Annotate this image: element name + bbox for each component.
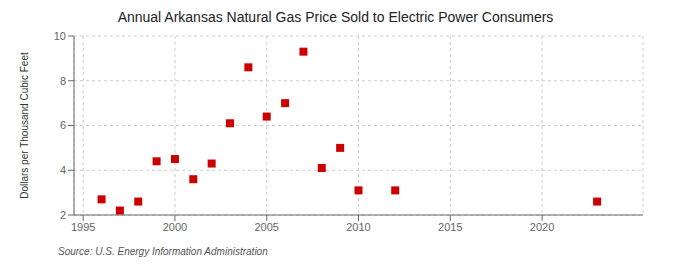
svg-text:2005: 2005 [254,221,278,233]
svg-text:Dollars per Thousand Cubic Fee: Dollars per Thousand Cubic Feet [19,52,30,199]
svg-text:2020: 2020 [530,221,554,233]
svg-text:2015: 2015 [438,221,462,233]
svg-text:10: 10 [54,30,66,42]
svg-text:2000: 2000 [163,221,187,233]
svg-text:4: 4 [60,164,66,176]
html-text:Annual Arkansas Natural Gas Pr: Annual Arkansas Natural Gas Price Sold t… [117,9,554,25]
svg-text:1995: 1995 [71,221,95,233]
svg-text:8: 8 [60,75,66,87]
svg-text:6: 6 [60,119,66,131]
svg-text:2: 2 [60,209,66,221]
svg-text:2010: 2010 [346,221,370,233]
html-text:Source: U.S. Energy Informatio: Source: U.S. Energy Information Administ… [58,246,268,257]
